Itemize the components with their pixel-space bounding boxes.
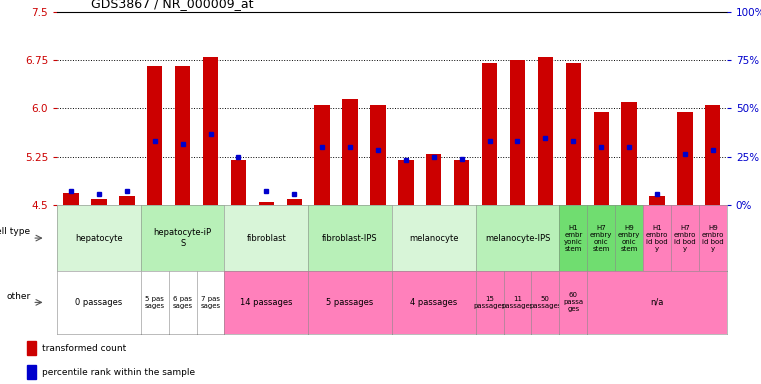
Text: percentile rank within the sample: percentile rank within the sample [42,367,195,377]
Text: melanocyte: melanocyte [409,233,459,243]
Text: melanocyte-IPS: melanocyte-IPS [485,233,550,243]
Bar [705,105,721,205]
Text: 4 passages: 4 passages [410,298,457,307]
Text: 50
passages: 50 passages [529,296,562,309]
Text: 0 passages: 0 passages [75,298,123,307]
Bar [119,196,135,205]
Bar [231,160,246,205]
Text: other: other [6,291,30,301]
Text: 14 passages: 14 passages [240,298,292,307]
Bar [454,160,470,205]
Bar [27,365,36,379]
Text: fibroblast-IPS: fibroblast-IPS [322,233,378,243]
Text: H1
embr
yonic
stem: H1 embr yonic stem [564,225,583,252]
Bar [63,192,78,205]
Text: hepatocyte: hepatocyte [75,233,123,243]
Bar [371,105,386,205]
Bar [203,57,218,205]
Bar [314,105,330,205]
Bar [27,341,36,355]
Text: 11
passages: 11 passages [501,296,533,309]
Bar [147,66,162,205]
Text: 15
passages: 15 passages [473,296,506,309]
Bar [510,60,525,205]
Bar [538,57,553,205]
Bar [342,99,358,205]
Bar [398,160,413,205]
Text: hepatocyte-iP
S: hepatocyte-iP S [154,228,212,248]
Text: H7
embry
onic
stem: H7 embry onic stem [590,225,613,252]
Bar [91,199,107,205]
Bar [594,112,609,205]
Bar [622,102,637,205]
Text: 5 passages: 5 passages [326,298,374,307]
Text: 5 pas
sages: 5 pas sages [145,296,165,309]
Bar [565,63,581,205]
Text: H7
embro
id bod
y: H7 embro id bod y [673,225,696,252]
Text: H1
embro
id bod
y: H1 embro id bod y [646,225,668,252]
Bar [175,66,190,205]
Bar [259,202,274,205]
Text: n/a: n/a [651,298,664,307]
Text: fibroblast: fibroblast [247,233,286,243]
Text: cell type: cell type [0,227,30,236]
Text: GDS3867 / NR_000009_at: GDS3867 / NR_000009_at [91,0,253,10]
Bar [426,154,441,205]
Bar [287,199,302,205]
Bar [482,63,497,205]
Text: 7 pas
sages: 7 pas sages [200,296,221,309]
Text: H9
embro
id bod
y: H9 embro id bod y [702,225,724,252]
Bar [677,112,693,205]
Text: 6 pas
sages: 6 pas sages [173,296,193,309]
Text: 60
passa
ges: 60 passa ges [563,292,584,313]
Bar [649,196,664,205]
Text: transformed count: transformed count [42,344,126,353]
Text: H9
embry
onic
stem: H9 embry onic stem [618,225,640,252]
